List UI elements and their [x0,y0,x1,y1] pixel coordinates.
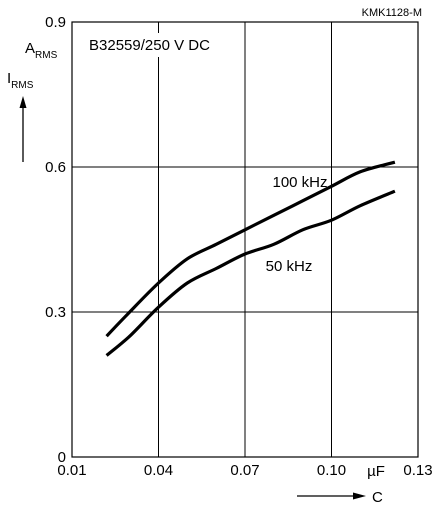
title-background [84,33,242,57]
series-label: 50 kHz [266,258,313,275]
y-tick-label: 0.3 [45,304,66,321]
y-tick-label: 0.9 [45,14,66,31]
grid [72,22,418,457]
x-axis-label: C [372,489,383,506]
y-axis-arrow-head [19,96,27,108]
figure-id: KMK1128-M [362,7,422,19]
y-tick-labels: 0 0.3 0.6 0.9 [45,14,66,466]
y-axis-label: IRMS [7,70,34,91]
y-unit-label: ARMS [25,40,58,61]
plot-border [71,21,419,458]
y-unit-main: A [25,40,35,57]
series-layer: 100 kHz 50 kHz [105,160,396,357]
series-label: 100 kHz [272,174,327,191]
x-tick-label: 0.13 [403,462,432,479]
x-tick-label: 0.07 [230,462,259,479]
y-tick-label: 0 [58,449,66,466]
y-unit-sub: RMS [35,50,58,61]
x-tick-label: 0.10 [317,462,346,479]
y-axis-label-sub: RMS [11,80,34,91]
x-unit-label: µF [367,463,385,480]
plot-frame [71,21,419,458]
x-axis-arrow-head [353,492,366,500]
series-line [105,189,396,357]
y-tick-label: 0.6 [45,159,66,176]
x-tick-label: 0.04 [144,462,173,479]
x-tick-labels: 0.01 0.04 0.07 0.10 0.13 [57,462,432,479]
series-line [105,160,396,338]
chart-title: B32559/250 V DC [89,37,210,54]
x-tick-label: 0.01 [57,462,86,479]
y-axis-label-main: I [7,70,11,87]
